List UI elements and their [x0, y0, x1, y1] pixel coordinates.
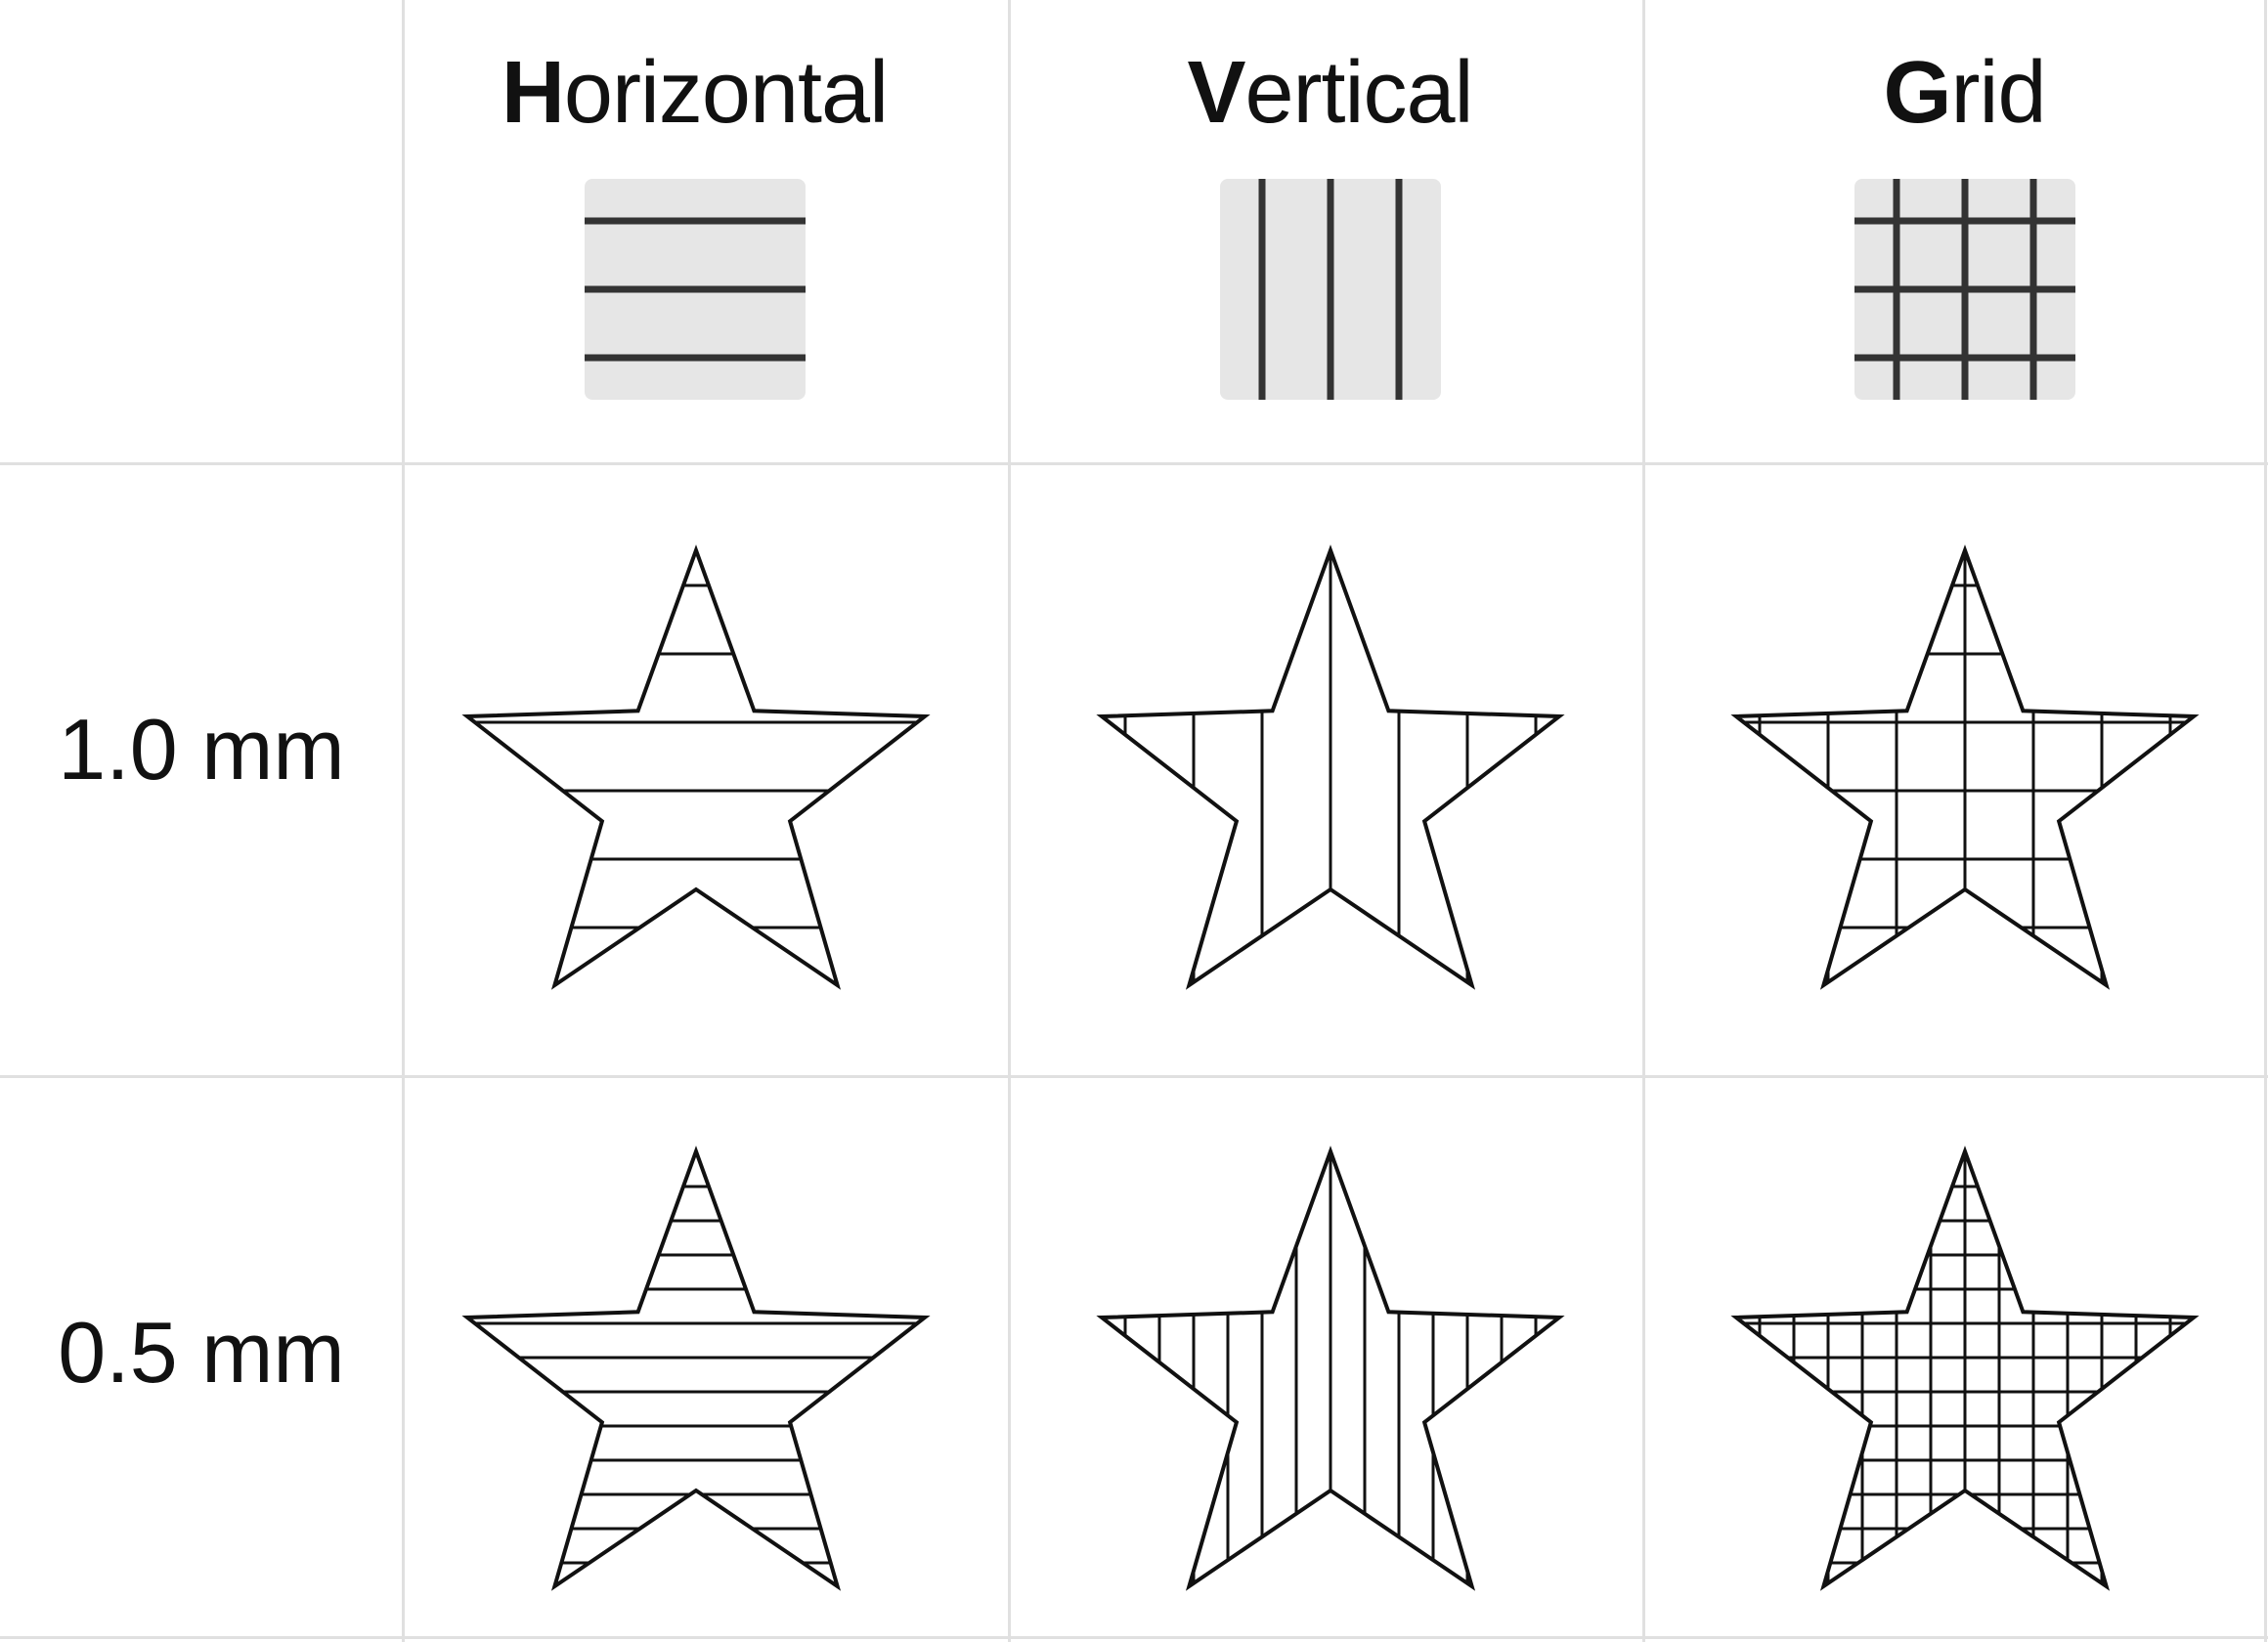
- grid-lines-icon: [1854, 179, 2075, 400]
- star-outline: [1096, 1145, 1565, 1591]
- vertical-lines-icon: [1220, 179, 1441, 400]
- column-title-vertical: Vertical: [1013, 39, 1647, 147]
- divider-row-3: [0, 1636, 2268, 1639]
- row-label-05mm: 0.5 mm: [58, 1304, 345, 1401]
- divider-col-3: [1642, 0, 1645, 1642]
- hatch-lines: [1123, 1151, 1538, 1586]
- column-title-initial: V: [1187, 44, 1245, 142]
- star-outline: [461, 1145, 931, 1591]
- column-title-initial: H: [501, 44, 565, 142]
- star-horizontal-05mm: [461, 1145, 931, 1591]
- hatch-lines: [1736, 1151, 2194, 1586]
- row-label-1mm: 1.0 mm: [58, 701, 345, 798]
- star-horizontal-1mm: [461, 544, 931, 990]
- column-title-rest: orizontal: [563, 44, 889, 142]
- star-outline: [1730, 544, 2200, 990]
- column-title-rest: rid: [1950, 44, 2046, 142]
- divider-row-1: [0, 462, 2268, 465]
- divider-col-2: [1008, 0, 1011, 1642]
- star-outline: [1730, 1145, 2200, 1591]
- column-title-initial: G: [1883, 44, 1951, 142]
- star-outline: [461, 544, 931, 990]
- star-grid-1mm: [1730, 544, 2200, 990]
- divider-col-4: [2264, 0, 2267, 1642]
- star-vertical-05mm: [1096, 1145, 1565, 1591]
- column-title-horizontal: Horizontal: [377, 39, 1012, 147]
- horizontal-lines-icon: [585, 179, 806, 400]
- star-vertical-1mm: [1096, 544, 1565, 990]
- column-title-grid: Grid: [1647, 39, 2268, 147]
- column-title-rest: ertical: [1244, 44, 1473, 142]
- divider-col-1: [402, 0, 405, 1642]
- star-grid-05mm: [1730, 1145, 2200, 1591]
- divider-row-2: [0, 1075, 2268, 1078]
- hatch-lines: [1123, 550, 1538, 985]
- hatch-lines: [1736, 550, 2194, 985]
- star-outline: [1096, 544, 1565, 990]
